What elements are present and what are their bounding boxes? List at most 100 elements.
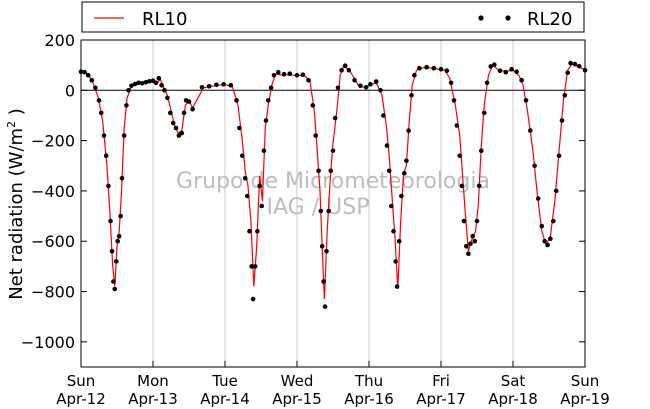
series-rl20-point xyxy=(259,203,265,209)
series-rl20-point xyxy=(82,69,87,75)
series-rl20-point xyxy=(234,98,239,103)
series-rl20-point xyxy=(103,153,109,158)
series-rl20-point xyxy=(402,171,407,176)
series-rl20-point xyxy=(346,67,352,73)
series-rl20-point xyxy=(568,60,573,66)
series-rl20-point xyxy=(181,110,187,116)
series-rl20-point xyxy=(576,63,582,69)
series-rl20-point xyxy=(237,125,242,131)
legend: RL10 RL20 xyxy=(81,1,585,33)
series-rl20-point xyxy=(255,228,260,234)
series-rl20-point xyxy=(318,208,324,214)
series-rl20-point xyxy=(228,83,234,88)
series-rl20-point xyxy=(384,143,390,148)
series-rl20-point xyxy=(221,82,226,87)
plot-area-frame xyxy=(80,39,586,368)
series-rl20-point xyxy=(470,233,476,239)
series-rl20-point xyxy=(497,68,503,73)
series-rl20-point xyxy=(492,62,497,67)
series-rl20-point xyxy=(287,71,293,76)
series-rl20-point xyxy=(147,79,152,84)
series-rl20-point xyxy=(300,72,306,77)
series-rl20-point xyxy=(406,128,411,133)
series-rl20-point xyxy=(89,77,95,83)
series-rl20-point xyxy=(132,81,138,87)
series-rl20-point xyxy=(268,85,274,91)
series-rl20-point xyxy=(532,163,537,169)
series-rl20-point xyxy=(352,77,357,83)
series-rl20-point xyxy=(173,125,179,131)
series-rl20-point xyxy=(242,176,248,181)
series-rl20-point xyxy=(412,72,417,78)
y-tick-label: 0 xyxy=(65,81,75,100)
x-tick-label-day: Thu xyxy=(354,372,383,390)
series-rl20-point xyxy=(391,228,396,234)
legend-rl10-label: RL10 xyxy=(142,9,187,30)
series-rl20-points xyxy=(78,60,588,309)
series-rl20-point xyxy=(514,69,519,74)
series-rl20-point xyxy=(124,103,129,108)
series-rl20-point xyxy=(261,148,267,153)
plot-series xyxy=(78,60,588,309)
series-rl20-point xyxy=(306,77,311,83)
series-rl20-point xyxy=(463,244,469,249)
series-rl20-point xyxy=(126,88,131,93)
y-tick-label: −600 xyxy=(31,232,75,251)
series-rl20-point xyxy=(101,133,107,138)
series-rl20-point xyxy=(509,66,514,72)
series-rl20-point xyxy=(474,218,480,224)
series-rl20-point xyxy=(319,244,325,249)
series-rl20-point xyxy=(381,113,386,118)
series-rl20-point xyxy=(179,130,185,136)
y-axis-label-superscript: 2 xyxy=(5,121,18,128)
series-rl20-point xyxy=(562,93,568,98)
series-rl20-point xyxy=(545,242,550,248)
series-rl20-point xyxy=(316,168,321,174)
series-rl20-point xyxy=(153,80,159,86)
x-tick-label-day: Sun xyxy=(67,372,96,390)
series-rl20-point xyxy=(250,296,256,302)
series-rl20-point xyxy=(358,83,363,89)
series-rl20-point xyxy=(394,284,400,289)
series-rl20-point xyxy=(553,188,559,194)
series-rl20-point xyxy=(503,69,509,75)
series-rl20-point xyxy=(136,80,141,86)
series-rl20-point xyxy=(281,71,287,77)
series-rl20-point xyxy=(98,110,104,116)
series-rl20-point xyxy=(363,85,369,90)
series-rl20-point xyxy=(170,120,176,126)
series-rl20-point xyxy=(313,133,319,138)
series-rl20-point xyxy=(118,213,123,219)
series-rl20-point xyxy=(468,241,473,246)
series-rl20-point xyxy=(247,228,252,234)
y-axis: 200 0 −200 −400 −600 −800 −1000 xyxy=(21,31,585,352)
series-rl20-point xyxy=(159,83,164,88)
series-rl20-point xyxy=(114,259,119,264)
x-tick-label-day: Mon xyxy=(137,372,169,390)
series-rl20-point xyxy=(559,118,565,123)
x-tick-label-date: Apr-15 xyxy=(272,390,322,408)
series-rl20-point xyxy=(523,98,529,103)
watermark-line-1: Grupo de Micrometeorologia xyxy=(176,169,490,194)
series-rl20-point xyxy=(119,176,125,181)
series-rl20-point xyxy=(332,115,338,121)
series-rl20-point xyxy=(386,168,392,174)
y-tick-label: −400 xyxy=(31,182,75,201)
series-rl20-point xyxy=(444,68,450,73)
series-rl20-point xyxy=(466,251,471,257)
series-rl20-point xyxy=(206,84,212,89)
series-rl20-point xyxy=(111,279,116,284)
x-tick-label-day: Sun xyxy=(571,372,600,390)
series-rl20-point xyxy=(335,85,341,91)
series-rl20-point xyxy=(399,193,404,199)
y-tick-label: 200 xyxy=(44,31,75,50)
series-rl20-point xyxy=(393,259,398,264)
x-tick-label-date: Apr-13 xyxy=(128,390,178,408)
series-rl20-point xyxy=(322,304,328,309)
series-rl20-point xyxy=(438,66,444,72)
series-rl20-point xyxy=(326,208,332,214)
series-rl20-point xyxy=(424,64,429,70)
x-tick-label-date: Apr-12 xyxy=(56,390,106,408)
x-axis: SunApr-12MonApr-13TueApr-14WedApr-15ThuA… xyxy=(56,361,610,408)
series-rl20-point xyxy=(572,61,578,67)
